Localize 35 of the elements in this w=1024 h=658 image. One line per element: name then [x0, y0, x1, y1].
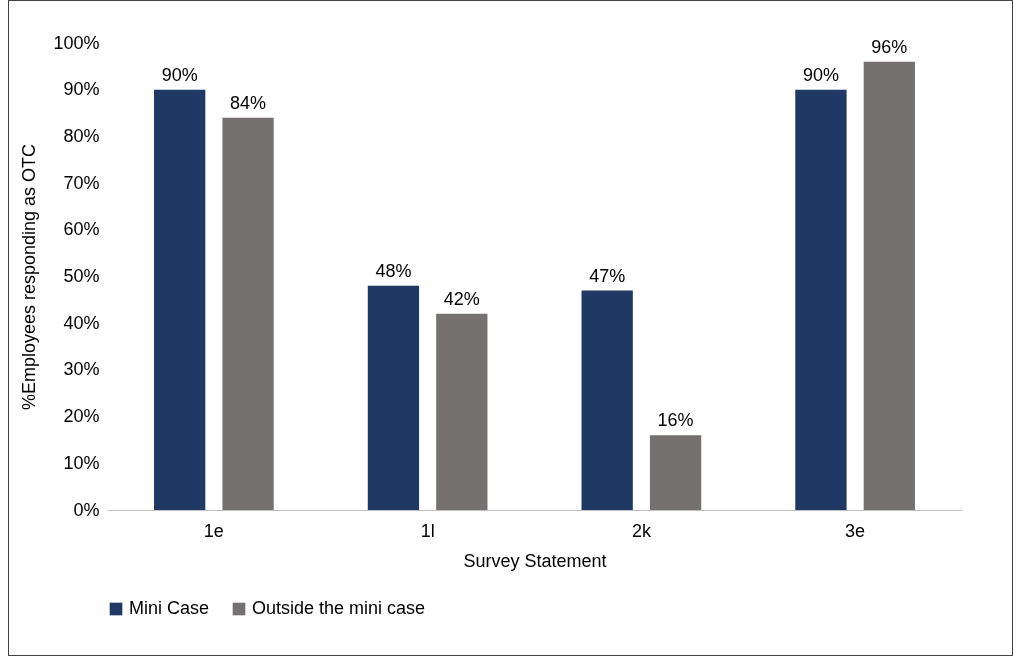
- y-tick-label: 50%: [63, 266, 100, 286]
- bar: [222, 117, 274, 510]
- data-label: 84%: [230, 92, 267, 113]
- data-label: 90%: [802, 64, 839, 85]
- y-tick-label: 80%: [63, 125, 100, 146]
- legend-label: Mini Case: [129, 598, 210, 618]
- y-tick-label: 40%: [63, 312, 100, 333]
- y-tick-label: 20%: [63, 406, 100, 427]
- y-tick-label: 60%: [63, 219, 100, 240]
- y-tick-label: 100%: [53, 32, 100, 53]
- bar: [795, 89, 847, 510]
- bar: [581, 290, 633, 510]
- y-tick-label: 0%: [73, 499, 100, 520]
- data-label: 90%: [161, 64, 198, 85]
- data-label: 48%: [375, 260, 412, 281]
- x-axis-title: Survey Statement: [463, 550, 607, 571]
- x-tick-label: 2k: [631, 520, 652, 541]
- y-axis-title: %Employees responding as OTC: [19, 143, 40, 411]
- x-tick-label: 1l: [420, 520, 435, 541]
- y-tick-label: 10%: [63, 452, 100, 473]
- data-label: 47%: [589, 265, 626, 286]
- bar: [649, 435, 702, 510]
- x-tick-label: 3e: [845, 520, 866, 541]
- y-tick-label: 30%: [63, 359, 100, 380]
- data-label: 16%: [657, 410, 694, 431]
- y-tick-label: 70%: [63, 172, 100, 193]
- x-tick-label: 1e: [203, 520, 224, 541]
- bar: [436, 313, 488, 510]
- data-label: 96%: [871, 36, 908, 57]
- bar: [154, 89, 206, 510]
- bar: [367, 285, 420, 510]
- data-label: 42%: [443, 288, 480, 309]
- legend-label: Outside the mini case: [252, 598, 426, 618]
- y-tick-label: 90%: [63, 79, 100, 100]
- bar: [863, 61, 915, 510]
